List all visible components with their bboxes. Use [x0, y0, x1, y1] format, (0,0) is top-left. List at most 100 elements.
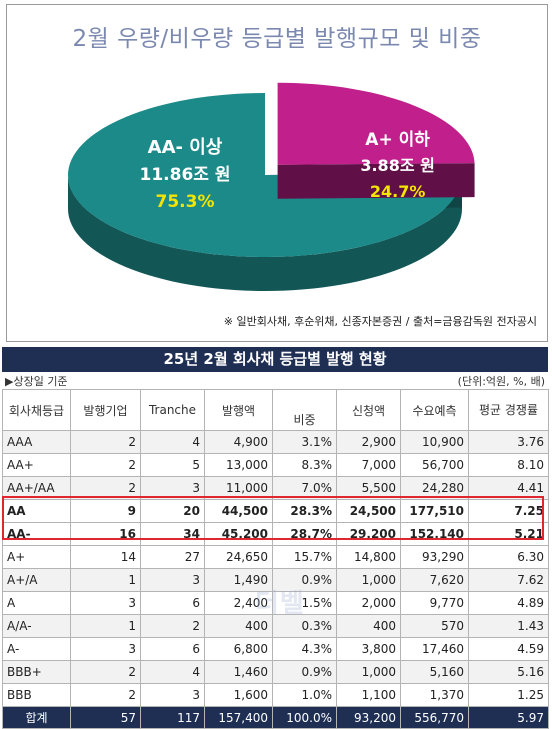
table-cell: 14,800	[336, 545, 401, 569]
table-cell: 2	[70, 683, 141, 707]
rating-cell: A+/A	[2, 568, 71, 592]
table-cell: 5,500	[336, 476, 401, 500]
table-cell: 4.59	[468, 637, 549, 661]
header-avg-competition: 평균 경쟁률	[468, 389, 549, 431]
table-cell: 15.7%	[272, 545, 337, 569]
table-cell: 93,290	[400, 545, 469, 569]
table-cell: 7.0%	[272, 476, 337, 500]
total-cell: 100.0%	[272, 706, 337, 729]
total-cell: 556,770	[400, 706, 469, 729]
table-total-row: 합계 57 117 157,400 100.0% 93,200 556,770 …	[2, 706, 549, 729]
table-cell: 3.1%	[272, 430, 337, 454]
table-cell: 1,600	[204, 683, 273, 707]
table-body: AAA 2 4 4,900 3.1% 2,900 10,900 3.76 AA+ 2 5 13,000…	[2, 430, 549, 707]
table-cell: 28.3%	[272, 499, 337, 523]
pie-slice-aa-minus-and-above-side	[68, 175, 462, 291]
table-cell: 5.16	[468, 660, 549, 684]
table-cell: 2,000	[336, 591, 401, 615]
table-cell: 2,400	[204, 591, 273, 615]
table-cell: 1.0%	[272, 683, 337, 707]
slice-value-aa-minus-and-above: 11.86조 원	[140, 165, 231, 185]
table-cell: 1.43	[468, 614, 549, 638]
header-rating: 회사채등급	[2, 389, 71, 431]
rating-cell: A	[2, 591, 71, 615]
pie-slice-a-plus-and-below	[277, 82, 475, 165]
rating-cell: AA+/AA	[2, 476, 71, 500]
table-cell: 0.9%	[272, 660, 337, 684]
table-cell: 3,800	[336, 637, 401, 661]
table-cell: 29,200	[336, 522, 401, 546]
table-cell: 24,280	[400, 476, 469, 500]
slice-share-aa-minus-and-above: 75.3%	[156, 192, 215, 212]
table-cell: 2	[70, 430, 141, 454]
table-cell: 16	[70, 522, 141, 546]
total-cell: 합계	[2, 706, 71, 729]
slice-label-a-plus-and-below: A+ 이하	[365, 130, 430, 150]
table-cell: 6.30	[468, 545, 549, 569]
rating-cell: AA+	[2, 453, 71, 477]
table-cell: 44,500	[204, 499, 273, 523]
total-cell: 93,200	[336, 706, 401, 729]
slice-share-a-plus-and-below: 24.7%	[370, 182, 426, 201]
table-cell: 24,650	[204, 545, 273, 569]
table-cell: 10,900	[400, 430, 469, 454]
rating-cell: A-	[2, 637, 71, 661]
table-cell: 1,460	[204, 660, 273, 684]
table-cell: 0.9%	[272, 568, 337, 592]
table-cell: 2,900	[336, 430, 401, 454]
table-cell: 4,900	[204, 430, 273, 454]
table-cell: 2	[140, 614, 205, 638]
table-cell: 3	[140, 568, 205, 592]
issuance-table-section: 25년 2월 회사채 등급별 발행 현황 ▶상장일 기준 (단위:억원, %, …	[2, 347, 549, 729]
slice-label-aa-minus-and-above: AA- 이상	[148, 137, 223, 158]
table-cell: 4	[140, 660, 205, 684]
total-cell: 117	[140, 706, 205, 729]
table-row: A+/A 1 3 1,490 0.9% 1,000 7,620 7.62	[2, 568, 549, 592]
table-cell: 7.25	[468, 499, 549, 523]
table-row: AA 9 20 44,500 28.3% 24,500 177,510 7.25	[2, 499, 549, 523]
table-cell: 13,000	[204, 453, 273, 477]
table-row: A+ 14 27 24,650 15.7% 14,800 93,290 6.30	[2, 545, 549, 569]
table-cell: 3	[70, 591, 141, 615]
table-cell: 20	[140, 499, 205, 523]
table-row: A- 3 6 6,800 4.3% 3,800 17,460 4.59	[2, 637, 549, 661]
table-cell: 0.3%	[272, 614, 337, 638]
table-cell: 1,100	[336, 683, 401, 707]
rating-cell: BBB	[2, 683, 71, 707]
rating-cell: AA	[2, 499, 71, 523]
total-cell: 157,400	[204, 706, 273, 729]
table-cell: 56,700	[400, 453, 469, 477]
table-cell: 6,800	[204, 637, 273, 661]
table-cell: 7,000	[336, 453, 401, 477]
table-cell: 177,510	[400, 499, 469, 523]
table-cell: 6	[140, 637, 205, 661]
table-cell: 24,500	[336, 499, 401, 523]
pie-chart-panel: 2월 우량/비우량 등급별 발행규모 및 비중 AA- 이상 11.86조 원 75…	[6, 4, 548, 342]
table-cell: 1,000	[336, 568, 401, 592]
table-meta-row: ▶상장일 기준 (단위:억원, %, 배)	[2, 372, 548, 389]
total-cell: 57	[70, 706, 141, 729]
table-cell: 1	[70, 614, 141, 638]
table-cell: 14	[70, 545, 141, 569]
table-cell: 1.25	[468, 683, 549, 707]
table-cell: 1,370	[400, 683, 469, 707]
table-cell: 28.7%	[272, 522, 337, 546]
table-cell: 3	[70, 637, 141, 661]
table-cell: 3	[140, 476, 205, 500]
table-cell: 1.5%	[272, 591, 337, 615]
header-subscription: 신청액	[336, 389, 401, 431]
slice-value-a-plus-and-below: 3.88조 원	[360, 156, 435, 175]
pie-slice-aa-minus-and-above	[67, 92, 463, 257]
table-row: AA- 16 34 45,200 28.7% 29,200 152,140 5.21	[2, 522, 549, 546]
header-tranche: Tranche	[140, 389, 205, 431]
table-cell: 570	[400, 614, 469, 638]
rating-cell: A+	[2, 545, 71, 569]
table-cell: 2	[70, 453, 141, 477]
table-cell: 45,200	[204, 522, 273, 546]
chart-title: 2월 우량/비우량 등급별 발행규모 및 비중	[72, 26, 482, 52]
table-row: A/A- 1 2 400 0.3% 400 570 1.43	[2, 614, 549, 638]
table-cell: 4.89	[468, 591, 549, 615]
rating-cell: AA-	[2, 522, 71, 546]
table-cell: 27	[140, 545, 205, 569]
rating-cell: BBB+	[2, 660, 71, 684]
